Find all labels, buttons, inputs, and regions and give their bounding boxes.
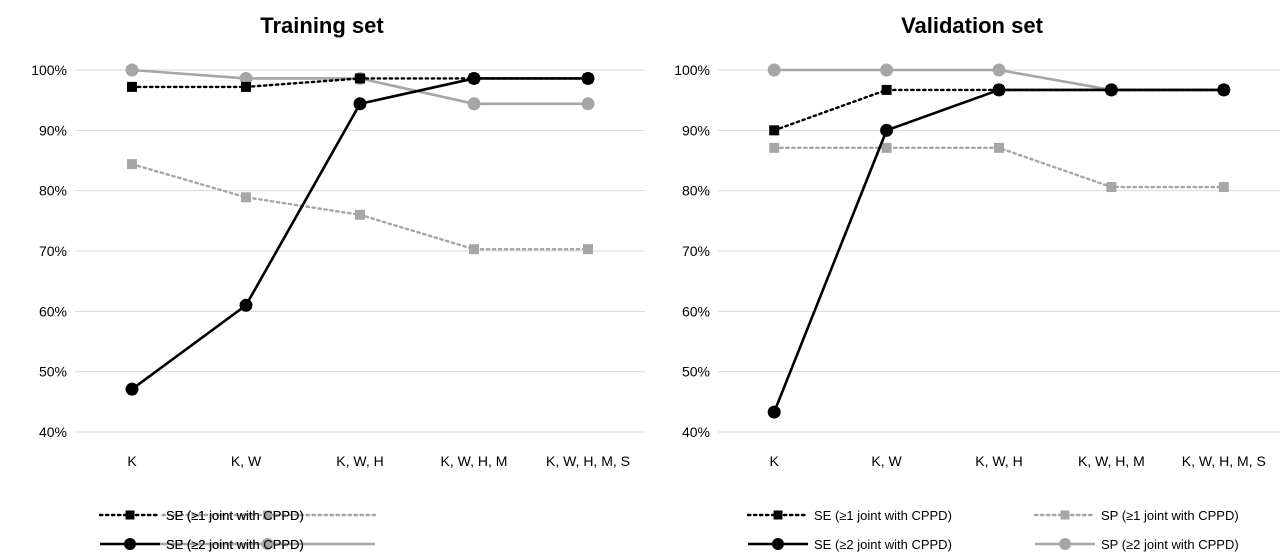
chart-title: Training set xyxy=(260,13,384,38)
legend-label: SP (≥2 joint with CPPD) xyxy=(1101,537,1239,552)
data-point xyxy=(1218,182,1229,193)
y-tick-label: 70% xyxy=(682,243,710,259)
data-point xyxy=(1217,83,1231,97)
data-point xyxy=(1106,182,1117,193)
legend-label: SP (≥1 joint with CPPD) xyxy=(166,508,304,523)
series-2 xyxy=(127,159,593,255)
x-tick-label: K, W, H, M xyxy=(1078,453,1145,469)
series-1 xyxy=(127,73,593,92)
data-point xyxy=(881,142,892,153)
data-point xyxy=(994,142,1004,153)
data-point xyxy=(769,142,780,153)
y-tick-label: 90% xyxy=(39,122,67,138)
legend-marker xyxy=(1060,510,1070,520)
data-point xyxy=(239,71,253,85)
chart-title: Validation set xyxy=(901,13,1043,38)
data-point xyxy=(767,63,781,77)
legend-marker xyxy=(263,510,272,520)
x-tick-label: K, W xyxy=(231,453,262,469)
legend-item: SP (≥2 joint with CPPD) xyxy=(1035,537,1239,552)
legend-item: SP (≥1 joint with CPPD) xyxy=(158,508,377,523)
legend-item: SP (≥1 joint with CPPD) xyxy=(1033,508,1239,523)
x-tick-label: K, W, H, M xyxy=(441,453,508,469)
data-point xyxy=(881,84,892,95)
y-tick-label: 60% xyxy=(682,303,710,319)
data-point xyxy=(769,125,780,136)
data-point xyxy=(241,81,251,92)
data-point xyxy=(467,71,481,85)
legend-marker xyxy=(261,538,274,550)
data-point xyxy=(353,97,367,111)
y-tick-label: 90% xyxy=(682,122,710,138)
y-tick-label: 60% xyxy=(39,303,67,319)
chart-legend: SE (≥1 joint with CPPD) SP (≥1 joint with… xyxy=(746,508,1239,552)
y-tick-label: 80% xyxy=(39,183,67,199)
y-tick-label: 40% xyxy=(39,424,67,440)
series-line xyxy=(131,77,588,391)
x-tick-label: K, W, H xyxy=(975,453,1022,469)
data-point xyxy=(127,159,137,170)
series-3 xyxy=(125,71,595,396)
data-point xyxy=(1104,83,1118,97)
data-point xyxy=(880,63,894,77)
y-tick-label: 50% xyxy=(39,364,67,380)
legend-item: SP (≥2 joint with CPPD) xyxy=(160,537,375,552)
data-point xyxy=(125,63,139,77)
x-tick-label: K xyxy=(127,453,137,469)
series-line xyxy=(773,88,1226,132)
data-point xyxy=(127,81,137,92)
data-point xyxy=(467,97,481,111)
legend-label: SP (≥1 joint with CPPD) xyxy=(1101,508,1239,523)
chart-panel-1: Training set 40% 50% 60% 70% 80% 90% 100% K K, W K… xyxy=(31,13,645,552)
x-tick-label: K, W, H, M, S xyxy=(546,453,630,469)
data-point xyxy=(469,244,479,255)
y-tick-label: 100% xyxy=(31,62,67,78)
legend-marker xyxy=(772,538,784,550)
x-tick-label: K, W xyxy=(871,453,902,469)
legend-marker xyxy=(773,510,783,520)
data-point xyxy=(583,244,593,255)
chart-legend: SE (≥1 joint with CPPD)SP (≥1 joint with… xyxy=(98,508,377,552)
series-3 xyxy=(767,83,1231,419)
series-line xyxy=(773,146,1226,189)
x-tick-label: K, W, H, M, S xyxy=(1182,453,1266,469)
legend-marker xyxy=(1059,538,1071,550)
y-tick-label: 50% xyxy=(682,364,710,380)
data-point xyxy=(581,71,595,85)
data-point xyxy=(880,123,894,137)
data-point xyxy=(767,405,781,419)
data-point xyxy=(355,73,365,84)
data-point xyxy=(992,83,1006,97)
series-2 xyxy=(769,142,1229,193)
legend-label: SE (≥1 joint with CPPD) xyxy=(814,508,952,523)
data-point xyxy=(241,192,251,203)
series-line xyxy=(130,162,590,251)
data-point xyxy=(992,63,1006,77)
y-tick-label: 70% xyxy=(39,243,67,259)
legend-label: SP (≥2 joint with CPPD) xyxy=(166,537,304,552)
y-tick-label: 100% xyxy=(674,62,710,78)
legend-item: SE (≥2 joint with CPPD) xyxy=(748,537,952,552)
legend-item: SE (≥1 joint with CPPD) xyxy=(746,508,952,523)
legend-marker xyxy=(125,510,135,520)
chart-panel-2: Validation set 40% 50% 60% 70% 80% 90% 100% K K, … xyxy=(674,13,1280,552)
legend-label: SE (≥2 joint with CPPD) xyxy=(814,537,952,552)
data-point xyxy=(125,382,139,396)
data-point xyxy=(239,298,253,312)
y-tick-label: 80% xyxy=(682,183,710,199)
data-point xyxy=(355,209,365,220)
x-tick-label: K, W, H xyxy=(336,453,383,469)
x-tick-label: K xyxy=(770,453,780,469)
legend-marker xyxy=(124,538,136,550)
data-point xyxy=(581,97,595,111)
y-tick-label: 40% xyxy=(682,424,710,440)
